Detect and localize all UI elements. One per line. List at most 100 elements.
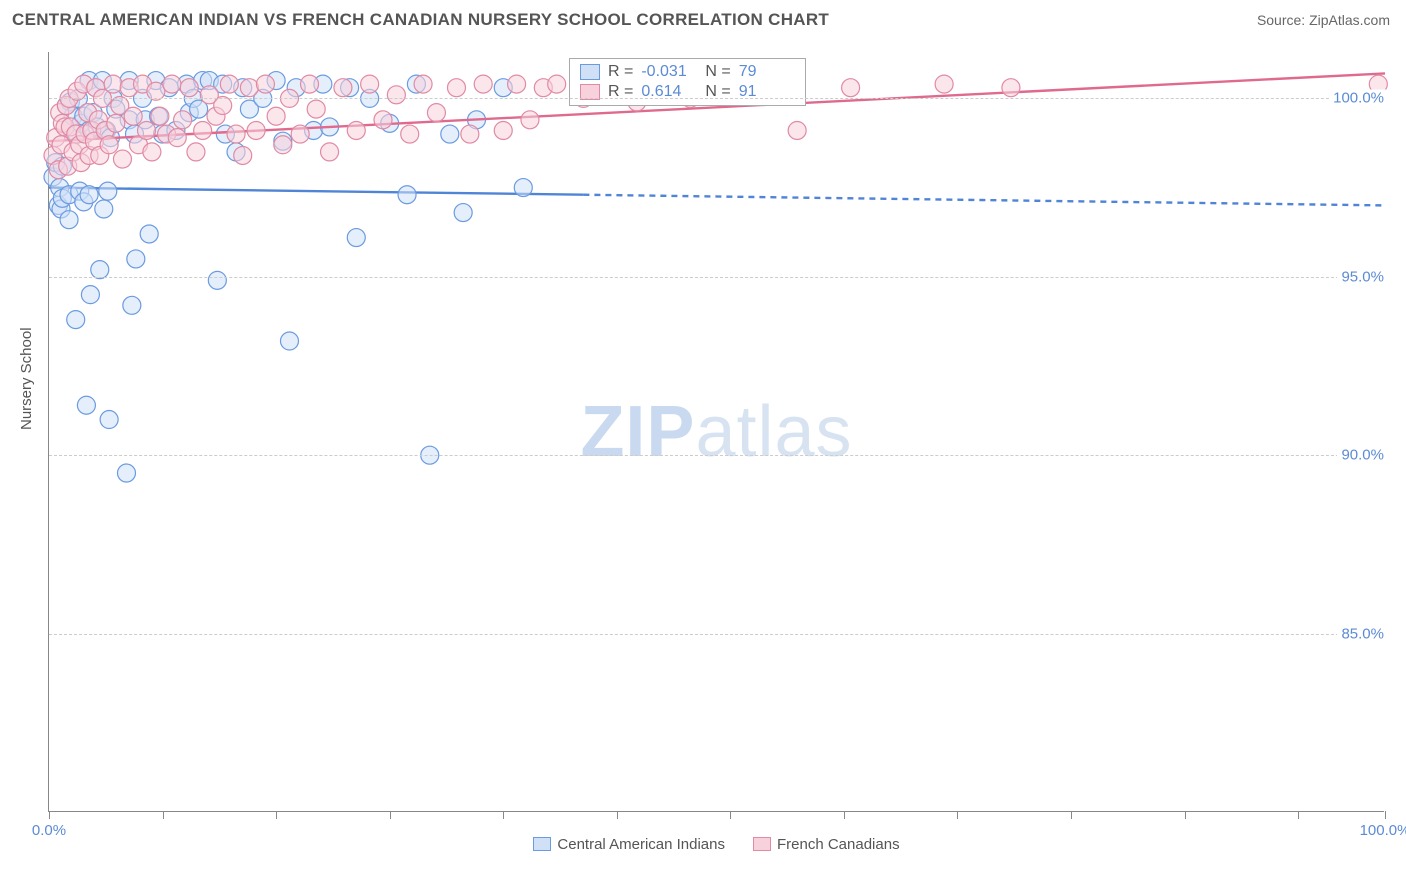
title-bar: CENTRAL AMERICAN INDIAN VS FRENCH CANADI… [0, 0, 1406, 36]
n-label: N = [705, 63, 730, 81]
data-point [80, 186, 98, 204]
data-point [508, 75, 526, 93]
data-point [548, 75, 566, 93]
data-point [240, 79, 258, 97]
legend-item: French Canadians [753, 836, 900, 853]
legend-item: Central American Indians [533, 836, 725, 853]
data-point [301, 75, 319, 93]
data-point [104, 75, 122, 93]
data-point [461, 125, 479, 143]
source-label: Source: ZipAtlas.com [1257, 12, 1390, 28]
data-point [401, 125, 419, 143]
data-point [138, 121, 156, 139]
data-point [143, 143, 161, 161]
data-point [117, 464, 135, 482]
ytick-label: 95.0% [1337, 268, 1388, 285]
legend-swatch [533, 837, 551, 851]
data-point [398, 186, 416, 204]
data-point [140, 225, 158, 243]
r-label: R = [608, 63, 633, 81]
xtick [1071, 811, 1072, 819]
gridline [49, 277, 1384, 278]
data-point [60, 211, 78, 229]
gridline [49, 455, 1384, 456]
xtick [617, 811, 618, 819]
data-point [427, 104, 445, 122]
xtick [390, 811, 391, 819]
data-point [414, 75, 432, 93]
data-point [441, 125, 459, 143]
legend-label: Central American Indians [557, 836, 725, 853]
data-point [291, 125, 309, 143]
xtick-label: 100.0% [1360, 822, 1406, 839]
data-point [174, 111, 192, 129]
xtick [844, 811, 845, 819]
r-value: -0.031 [641, 63, 697, 81]
data-point [247, 121, 265, 139]
legend-swatch [753, 837, 771, 851]
xtick [163, 811, 164, 819]
xtick [276, 811, 277, 819]
data-point [99, 182, 117, 200]
data-point [180, 79, 198, 97]
plot-svg [49, 52, 1384, 811]
data-point [334, 79, 352, 97]
data-point [220, 75, 238, 93]
data-point [107, 114, 125, 132]
data-point [1002, 79, 1020, 97]
data-point [100, 411, 118, 429]
xtick [49, 811, 50, 819]
xtick [1385, 811, 1386, 819]
ytick-label: 90.0% [1337, 447, 1388, 464]
data-point [100, 136, 118, 154]
data-point [274, 136, 292, 154]
data-point [127, 250, 145, 268]
y-axis-label: Nursery School [18, 327, 35, 430]
xtick [503, 811, 504, 819]
trend-line-dashed [583, 195, 1385, 206]
data-point [935, 75, 953, 93]
ytick-label: 85.0% [1337, 625, 1388, 642]
data-point [168, 129, 186, 147]
data-point [447, 79, 465, 97]
data-point [521, 111, 539, 129]
data-point [187, 143, 205, 161]
legend-label: French Canadians [777, 836, 900, 853]
xtick [1185, 811, 1186, 819]
data-point [208, 271, 226, 289]
data-point [194, 121, 212, 139]
data-point [374, 111, 392, 129]
legend-bottom: Central American Indians French Canadians [49, 836, 1384, 853]
ytick-label: 100.0% [1329, 90, 1388, 107]
data-point [361, 75, 379, 93]
data-point [234, 146, 252, 164]
chart-title: CENTRAL AMERICAN INDIAN VS FRENCH CANADI… [12, 10, 829, 30]
stats-row: R = -0.031 N = 79 [580, 63, 795, 81]
data-point [788, 121, 806, 139]
data-point [321, 143, 339, 161]
data-point [95, 200, 113, 218]
data-point [347, 121, 365, 139]
source-value: ZipAtlas.com [1309, 12, 1390, 28]
data-point [474, 75, 492, 93]
data-point [267, 107, 285, 125]
xtick [957, 811, 958, 819]
xtick [1298, 811, 1299, 819]
data-point [81, 286, 99, 304]
gridline [49, 98, 1384, 99]
data-point [227, 125, 245, 143]
data-point [123, 296, 141, 314]
xtick [730, 811, 731, 819]
data-point [67, 311, 85, 329]
data-point [113, 150, 131, 168]
data-point [514, 179, 532, 197]
data-point [256, 75, 274, 93]
data-point [347, 229, 365, 247]
data-point [387, 86, 405, 104]
n-value: 79 [739, 63, 795, 81]
data-point [280, 332, 298, 350]
gridline [49, 634, 1384, 635]
data-point [494, 121, 512, 139]
data-point [454, 204, 472, 222]
data-point [842, 79, 860, 97]
